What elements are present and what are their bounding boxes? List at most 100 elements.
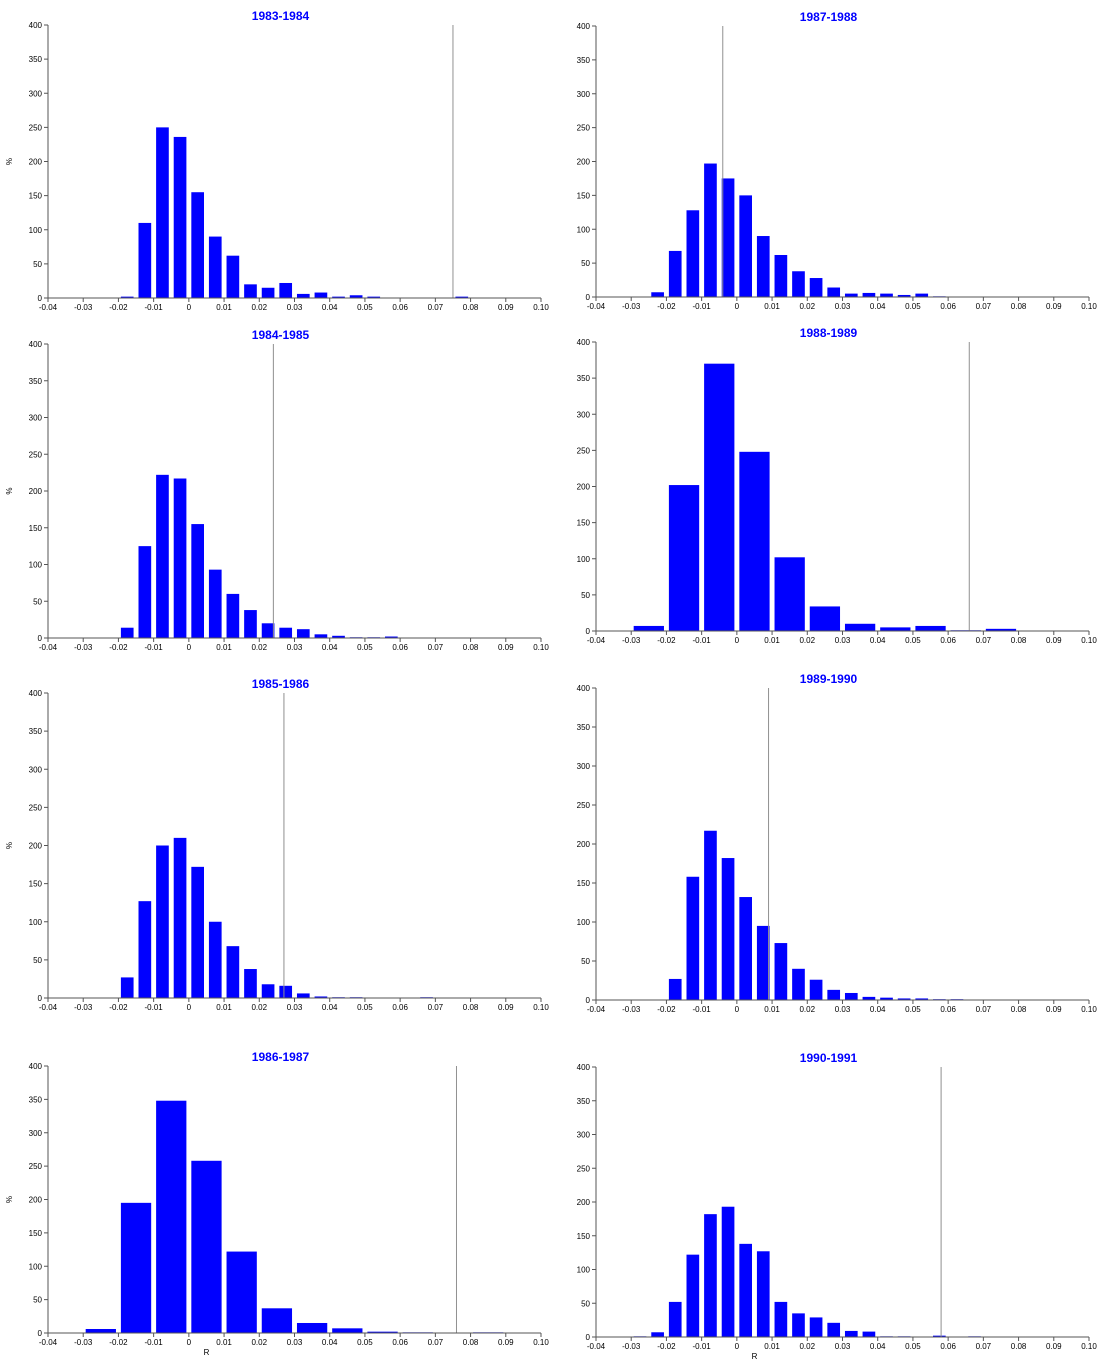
histogram-bar xyxy=(686,210,700,297)
y-tick-label: 150 xyxy=(29,524,43,533)
x-tick-label: 0.04 xyxy=(870,302,886,311)
y-tick-label: 50 xyxy=(33,597,42,606)
x-tick-label: -0.01 xyxy=(145,643,164,652)
x-tick-label: -0.04 xyxy=(587,1342,606,1351)
y-tick-label: 200 xyxy=(29,1196,43,1205)
histogram-bar xyxy=(792,271,805,297)
y-tick-label: 350 xyxy=(29,377,43,386)
chart-title: 1988-1989 xyxy=(800,326,858,340)
x-tick-label: -0.01 xyxy=(145,303,164,312)
histogram-bar xyxy=(739,451,770,631)
x-tick-label: 0.06 xyxy=(940,636,956,645)
histogram-bar xyxy=(774,1301,788,1337)
x-tick-label: 0.07 xyxy=(976,1005,992,1014)
x-tick-label: 0 xyxy=(187,1003,192,1012)
histogram-bar xyxy=(792,968,805,1000)
x-tick-label: -0.01 xyxy=(145,1338,164,1347)
y-tick-label: 100 xyxy=(29,918,43,927)
histogram-bar xyxy=(739,897,752,1000)
histogram-bar xyxy=(385,636,398,638)
y-tick-label: 250 xyxy=(29,123,43,132)
histogram-bar xyxy=(208,921,222,998)
y-tick-label: 300 xyxy=(29,765,43,774)
histogram-bar xyxy=(85,1328,116,1333)
histogram-bar xyxy=(332,635,345,638)
y-tick-label: 0 xyxy=(586,627,591,636)
y-tick-label: 100 xyxy=(29,226,43,235)
histogram-bar xyxy=(296,629,310,638)
x-tick-label: 0.04 xyxy=(870,636,886,645)
histogram-bar xyxy=(226,1251,257,1333)
histogram-panel: -0.04 -0.03 -0.02 -0.01 0 0.01 0.02 0.03 0.04 0.0… xyxy=(577,10,1098,311)
x-tick-label: 0.01 xyxy=(216,643,232,652)
histogram-bar xyxy=(827,989,841,1000)
y-tick-label: 350 xyxy=(577,1097,591,1106)
histogram-bar xyxy=(279,282,293,298)
histogram-bar xyxy=(332,296,345,298)
x-tick-label: -0.04 xyxy=(587,302,606,311)
histogram-bar xyxy=(721,1206,735,1337)
histogram-bar xyxy=(985,628,1017,631)
histogram-bar xyxy=(756,925,770,1000)
y-tick-label: 0 xyxy=(38,1329,43,1338)
y-tick-label: 0 xyxy=(586,1333,591,1342)
y-tick-label: 250 xyxy=(29,1162,43,1171)
y-tick-label: 150 xyxy=(29,192,43,201)
y-tick-label: 0 xyxy=(586,996,591,1005)
chart-title: 1984-1985 xyxy=(252,328,310,342)
histogram-bar xyxy=(721,178,735,297)
x-tick-label: 0.03 xyxy=(287,303,303,312)
x-tick-label: 0.08 xyxy=(1011,302,1027,311)
y-tick-label: 0 xyxy=(38,634,43,643)
y-tick-label: 300 xyxy=(577,1131,591,1140)
x-tick-label: 0.03 xyxy=(835,302,851,311)
histogram-bar xyxy=(226,593,240,638)
x-tick-label: 0.01 xyxy=(764,1342,780,1351)
histogram-bar xyxy=(915,998,929,1000)
x-tick-label: 0.08 xyxy=(1011,636,1027,645)
x-tick-label: 0.02 xyxy=(799,1005,815,1014)
histogram-bar xyxy=(244,284,257,298)
y-tick-label: 400 xyxy=(577,22,591,31)
x-tick-label: 0.07 xyxy=(428,303,444,312)
histogram-bar xyxy=(296,293,310,298)
x-tick-label: -0.01 xyxy=(145,1003,164,1012)
histogram-bar xyxy=(279,985,293,998)
x-tick-label: -0.02 xyxy=(657,302,676,311)
x-tick-label: 0.03 xyxy=(835,1342,851,1351)
x-tick-label: 0.03 xyxy=(287,643,303,652)
y-tick-label: 100 xyxy=(577,1266,591,1275)
histogram-bar xyxy=(774,254,788,297)
histogram-bar xyxy=(173,478,187,638)
x-tick-label: 0.10 xyxy=(1081,636,1097,645)
histogram-bar xyxy=(880,293,893,297)
histogram-bar xyxy=(704,163,717,297)
y-tick-label: 150 xyxy=(577,879,591,888)
y-tick-label: 200 xyxy=(29,842,43,851)
y-tick-label: 0 xyxy=(38,294,43,303)
x-tick-label: 0.05 xyxy=(905,1342,921,1351)
histogram-bar xyxy=(668,250,682,297)
histogram-bar xyxy=(739,195,752,297)
x-tick-label: 0.05 xyxy=(905,636,921,645)
chart-title: 1985-1986 xyxy=(252,677,310,691)
histogram-bar xyxy=(704,830,717,1000)
histogram-bar xyxy=(633,625,664,631)
histogram-bar xyxy=(686,876,700,1000)
histogram-bar xyxy=(156,127,169,298)
histogram-bar xyxy=(704,363,735,631)
x-tick-label: 0.06 xyxy=(940,302,956,311)
y-tick-label: 50 xyxy=(33,1296,42,1305)
x-tick-label: 0.04 xyxy=(870,1005,886,1014)
x-tick-label: 0.07 xyxy=(976,302,992,311)
x-tick-label: -0.04 xyxy=(587,1005,606,1014)
y-tick-label: 350 xyxy=(29,727,43,736)
y-tick-label: 400 xyxy=(29,1062,43,1071)
x-tick-label: 0.10 xyxy=(533,1338,549,1347)
chart-title: 1990-1991 xyxy=(800,1051,858,1065)
y-tick-label: 200 xyxy=(577,1198,591,1207)
x-tick-label: -0.03 xyxy=(622,636,641,645)
y-tick-label: 150 xyxy=(29,1229,43,1238)
x-tick-label: 0.08 xyxy=(463,1003,479,1012)
x-tick-label: 0.10 xyxy=(1081,1342,1097,1351)
